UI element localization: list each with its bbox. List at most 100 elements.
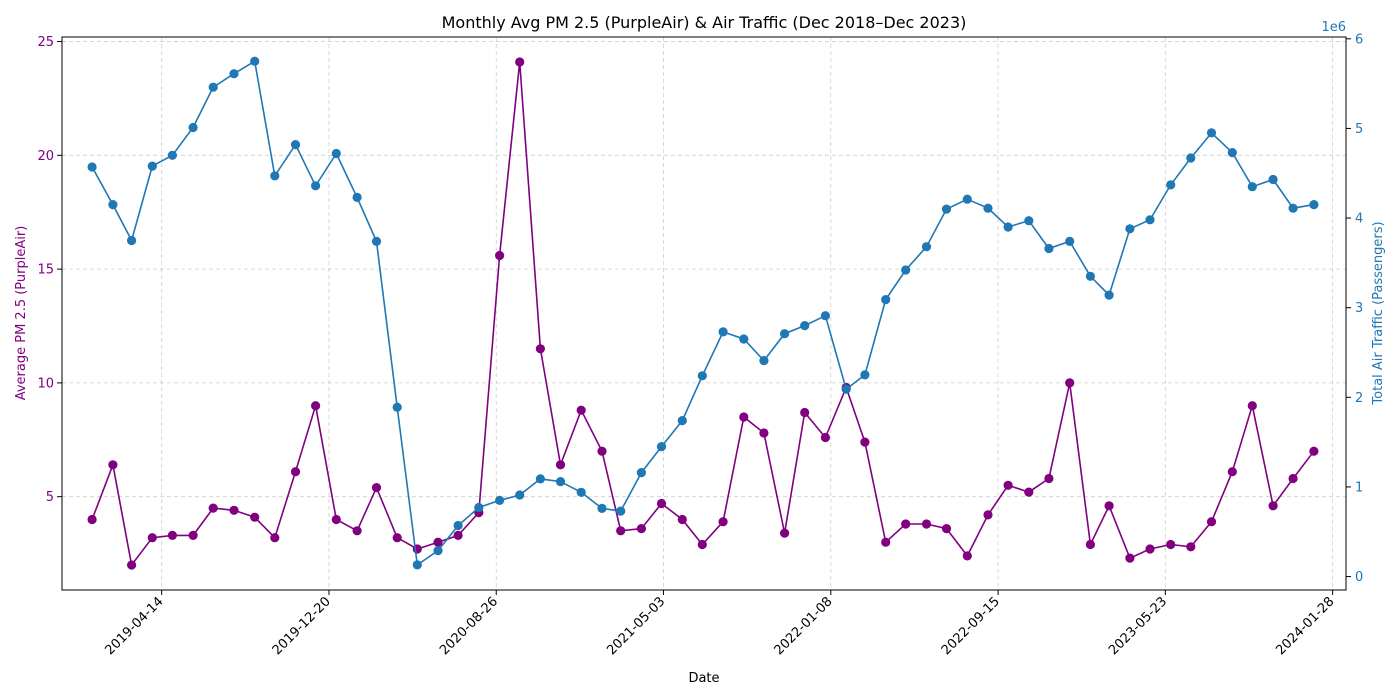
chart-title: Monthly Avg PM 2.5 (PurpleAir) & Air Tra… <box>442 13 967 32</box>
air-traffic-point <box>147 161 157 171</box>
pm25-point <box>739 412 749 422</box>
y-right-tick-label: 2 <box>1355 391 1363 406</box>
pm25-point <box>780 528 790 538</box>
air-traffic-point <box>941 204 952 214</box>
air-traffic-point <box>1227 148 1237 158</box>
pm25-point <box>1268 501 1278 511</box>
air-traffic-point <box>474 502 484 513</box>
air-traffic-line <box>91 59 1315 567</box>
pm25-point <box>1206 517 1217 527</box>
grid-layer <box>62 37 1346 590</box>
pm25-point <box>962 551 972 561</box>
pm25-point <box>697 539 707 550</box>
y-left-tick-label: 15 <box>37 263 54 278</box>
air-traffic-point <box>250 56 260 66</box>
air-traffic-point <box>901 265 911 275</box>
pm25-point <box>290 467 301 477</box>
y-right-tick-label: 6 <box>1355 32 1363 47</box>
x-tick-label: 2021-05-03 <box>604 594 668 658</box>
pm25-point <box>616 526 626 536</box>
pm25-point <box>229 505 239 515</box>
y-right-tick-label: 0 <box>1355 570 1363 585</box>
air-traffic-point <box>597 503 607 513</box>
pm25-point <box>820 432 831 443</box>
y-left-tick-label: 10 <box>37 376 54 391</box>
air-traffic-point <box>208 82 218 92</box>
pm25-point <box>1065 378 1075 388</box>
x-tick-label: 2023-05-23 <box>1106 594 1170 658</box>
air-traffic-point <box>1288 203 1298 213</box>
air-traffic-point <box>1065 236 1075 246</box>
pm25-point <box>983 510 993 520</box>
air-traffic-point <box>983 203 993 213</box>
air-traffic-point <box>759 356 769 366</box>
pm25-point <box>208 503 218 513</box>
pm25-point <box>352 526 362 536</box>
air-traffic-point <box>616 506 626 516</box>
air-traffic-point <box>1186 153 1196 163</box>
air-traffic-point <box>739 334 749 344</box>
pm25-point <box>1227 467 1237 477</box>
y-right-tick-label: 4 <box>1355 212 1363 227</box>
pm25-point <box>188 530 198 541</box>
pm25-point <box>371 483 382 493</box>
air-traffic-point <box>1085 271 1095 281</box>
pm25-point <box>921 519 932 529</box>
air-traffic-point <box>229 69 239 79</box>
air-traffic-point <box>535 474 546 484</box>
pm25-point <box>311 401 321 411</box>
pm25-point <box>515 57 525 67</box>
air-traffic-point <box>290 140 301 150</box>
pm25-point <box>1288 473 1298 484</box>
air-traffic-point <box>433 546 443 556</box>
y-left-tick-label: 20 <box>37 149 54 164</box>
x-tick-label: 2020-08-26 <box>437 594 501 658</box>
pm25-point <box>941 524 952 534</box>
air-traffic-point <box>1268 174 1278 185</box>
y-axis-left-label: Average PM 2.5 (PurpleAir) <box>14 226 29 401</box>
air-traffic-point <box>495 495 505 505</box>
pm25-point <box>167 530 177 541</box>
air-traffic-point <box>780 329 790 339</box>
pm25-point <box>331 514 341 525</box>
air-traffic-point <box>656 442 667 452</box>
y-right-tick-label: 1 <box>1355 480 1363 495</box>
axes-layer: 2019-04-14 2019-12-20 2020-08-26 2021-05-03… <box>37 32 1363 658</box>
pm25-point <box>392 533 402 543</box>
x-tick-label: 2024-01-28 <box>1273 594 1337 658</box>
y-axis-right-label: Total Air Traffic (Passengers) <box>1371 221 1386 405</box>
pm25-point <box>1247 401 1257 411</box>
air-traffic-point <box>167 150 177 160</box>
pm25-point <box>270 533 280 543</box>
air-traffic-point <box>555 477 566 487</box>
air-traffic-point <box>412 560 422 570</box>
pm25-point <box>535 344 546 354</box>
air-traffic-point <box>881 295 891 305</box>
pm25-point <box>860 437 870 447</box>
air-traffic-point <box>1206 128 1217 138</box>
y-axis-right-multiplier: 1e6 <box>1321 20 1346 35</box>
pm25-point <box>718 517 728 527</box>
pm25-point <box>636 524 647 534</box>
y-left-tick-label: 5 <box>46 490 54 505</box>
air-traffic-point <box>1104 290 1114 300</box>
pm25-point <box>495 250 505 261</box>
air-traffic-point <box>270 171 280 181</box>
air-traffic-point <box>108 200 118 210</box>
air-traffic-point <box>677 416 687 426</box>
pm25-point <box>127 560 137 570</box>
pm25-point <box>1085 539 1095 550</box>
air-traffic-point <box>453 520 463 531</box>
pm25-point <box>901 519 911 529</box>
pm25-point <box>1309 446 1319 456</box>
air-traffic-point <box>697 371 707 381</box>
air-traffic-point <box>1125 224 1135 234</box>
air-traffic-point <box>331 148 341 159</box>
air-traffic-point <box>371 236 382 246</box>
x-axis-label: Date <box>688 671 719 686</box>
pm25-point <box>108 460 118 470</box>
pm25-point <box>576 405 586 415</box>
pm25-point <box>1186 542 1196 552</box>
pm25-point <box>881 537 891 547</box>
y-right-tick-label: 3 <box>1355 301 1363 316</box>
